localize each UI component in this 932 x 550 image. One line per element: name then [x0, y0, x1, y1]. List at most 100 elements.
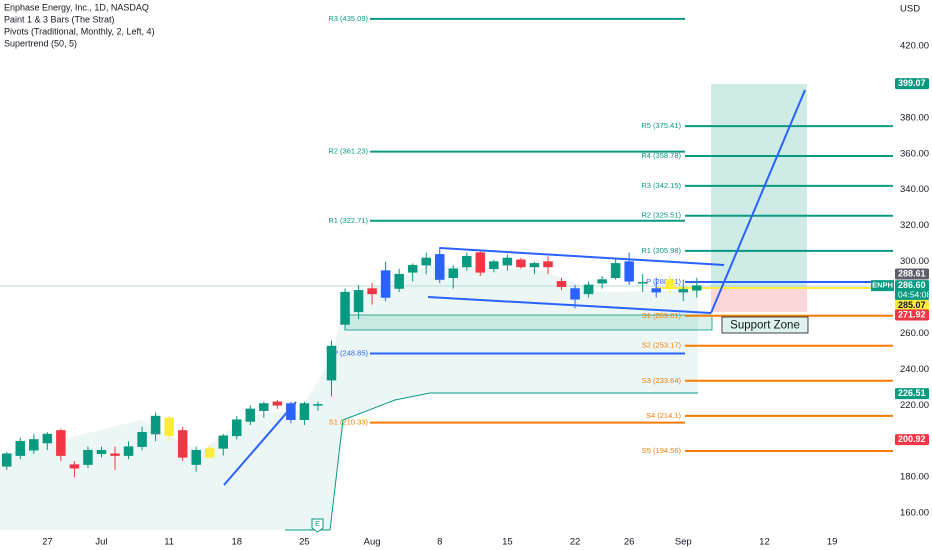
legend: Enphase Energy, Inc., 1D, NASDAQ Paint 1… [4, 2, 155, 48]
annotation-box [721, 316, 809, 334]
plot-area: R3 (435.09) R2 (361.23) R1 (322.71) P (248.… [0, 14, 893, 533]
candle-body [570, 288, 580, 300]
pivot-label: S5 (194.56) [642, 446, 682, 455]
candle-body [110, 453, 120, 456]
earnings-marker: E [315, 521, 320, 528]
price-label-box [895, 78, 929, 90]
trend-line [223, 401, 297, 486]
candle-body [164, 417, 174, 437]
candle-body [543, 261, 553, 268]
candle-body [556, 281, 567, 287]
currency-label: USD [900, 4, 920, 15]
candle-body [69, 464, 80, 469]
price-label-box [895, 280, 929, 301]
candle-body [516, 259, 526, 268]
annotation: Support Zone [730, 320, 800, 332]
candle-body [448, 268, 459, 278]
price-label: 200.92 [898, 434, 926, 444]
y-tick-label: 220.00 [900, 400, 929, 411]
price-label: 271.92 [898, 309, 926, 319]
y-tick-label: 380.00 [900, 112, 929, 123]
candle-body [96, 449, 107, 455]
pivot-label: R1 (305.98) [641, 246, 681, 255]
drawings: Support Zone E [223, 89, 809, 533]
y-tick-label: 320.00 [900, 220, 929, 231]
candle-body [380, 270, 391, 298]
y-tick-label: 160.00 [900, 508, 929, 519]
candle-body [597, 279, 607, 284]
pivot-label: R1 (322.71) [328, 216, 368, 225]
price-label-box [895, 309, 929, 321]
candle-body [462, 255, 472, 268]
pivot-label: R3 (435.09) [328, 14, 368, 23]
candle-body [407, 264, 418, 273]
price-label: 226.51 [898, 388, 926, 398]
pivot-label: P (288.61) [646, 277, 681, 286]
candle-body [637, 281, 648, 284]
y-tick-label: 180.00 [900, 472, 929, 483]
price-countdown: 04:54:08 [898, 289, 931, 299]
trend-line [439, 247, 725, 266]
candle-body [42, 433, 53, 444]
candle-body [421, 257, 431, 266]
candle-body [2, 453, 12, 467]
candle-body [299, 403, 310, 420]
candle-body [177, 430, 188, 458]
candle-body [340, 291, 350, 325]
price-label-box [895, 268, 929, 280]
supertrend-fill [0, 265, 698, 530]
pivot-label: R2 (325.51) [641, 211, 681, 220]
y-tick-label: 260.00 [900, 328, 929, 339]
candle-body [489, 261, 499, 270]
candle-body [191, 449, 201, 465]
x-tick-label: 27 [42, 537, 53, 548]
long-position-loss [711, 288, 807, 312]
candle-body [232, 419, 242, 437]
price-label: 399.07 [898, 78, 926, 88]
candle-body [651, 288, 661, 293]
y-tick-label: 240.00 [900, 364, 929, 375]
x-tick-label: 11 [164, 537, 174, 548]
candle-body [678, 289, 689, 293]
candle-body [624, 261, 634, 282]
candle-body [394, 273, 404, 289]
candle-body [83, 449, 93, 465]
candles [2, 247, 702, 478]
x-tick-label: Sep [675, 537, 692, 548]
candle-body [56, 430, 66, 456]
pivot-label: R5 (375.41) [641, 121, 681, 130]
candle-body [610, 263, 621, 278]
candle-body [353, 290, 364, 313]
candle-body [29, 439, 39, 451]
candle-body [434, 254, 445, 280]
axes: 420.00 380.00 360.00 340.00 320.00 300.00 260.… [42, 41, 931, 548]
candle-body [218, 435, 228, 449]
candle-body [150, 415, 161, 435]
pivot-label: S1 (269.81) [642, 311, 682, 320]
pivot-label: S4 (214.1) [646, 411, 682, 420]
indicator-label: Paint 1 & 3 Bars (The Strat) [4, 14, 115, 24]
y-tick-label: 300.00 [900, 256, 929, 267]
x-tick-label: 26 [624, 537, 635, 548]
price-label: 286.60 [898, 280, 926, 290]
pivot-label: S1 (210.33) [329, 418, 369, 427]
price-label: 285.07 [898, 300, 926, 310]
pivot-label: P (248.85) [333, 348, 368, 357]
pivot-label: R3 (342.15) [641, 181, 681, 190]
candle-body [123, 446, 134, 456]
symbol-label-box [871, 280, 894, 292]
price-label: 288.61 [898, 268, 926, 278]
trend-line [710, 89, 806, 314]
chart-title: Enphase Energy, Inc., 1D, NASDAQ [4, 2, 149, 12]
y-tick-label: 420.00 [900, 41, 929, 52]
y-tick-label: 360.00 [900, 148, 929, 159]
price-label-box [895, 388, 929, 400]
pivot-label: R2 (361.23) [328, 147, 368, 156]
candle-body [204, 448, 215, 458]
candle-body [529, 263, 540, 268]
candle-body [502, 257, 513, 266]
indicator-label: Pivots (Traditional, Monthly, 2, Left, 4… [4, 26, 155, 36]
pivot-levels: R3 (435.09) R2 (361.23) R1 (322.71) P (248.… [328, 14, 893, 455]
